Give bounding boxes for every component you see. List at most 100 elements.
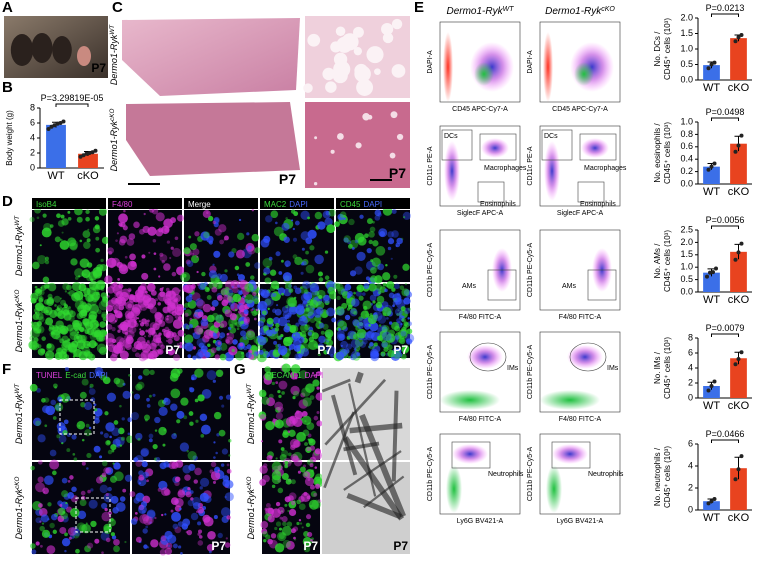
stain-blob [30,321,34,324]
stain-blob [87,228,90,231]
stain-blob [196,325,200,328]
stain-blob [38,316,45,323]
stain-blob [158,275,161,278]
stain-blob [170,388,181,399]
stain-blob [261,440,264,443]
alveolus [356,79,374,96]
stain-blob [307,433,312,438]
stain-blob [281,306,289,313]
stain-blob [67,237,77,247]
stain-blob [276,304,279,307]
stain-blob [352,333,360,340]
stain-blob [399,312,402,316]
stain-blob [189,386,192,390]
stain-blob [396,292,400,296]
stain-blob [275,412,283,420]
data-point [84,151,89,156]
stain-blob [282,539,291,549]
stain-blob [309,245,315,251]
stain-blob [88,271,98,281]
cell-cloud [440,390,500,410]
stain-blob [190,512,199,521]
stain-blob [275,323,280,328]
stain-blob [391,230,399,238]
stain-blob [140,448,149,457]
stain-blob [191,252,195,256]
stain-blob [407,317,410,320]
stain-blob [167,351,171,355]
stain-blob [215,369,224,378]
stain-blob [88,426,92,430]
stain-blob [137,437,141,442]
stain-blob [261,396,270,405]
stain-blob [304,477,315,487]
stain-blob [42,405,50,414]
stain-blob [229,323,234,328]
stain-blob [159,549,167,556]
stain-blob [284,282,292,290]
stain-blob [119,496,126,502]
stain-blob [79,239,83,243]
stain-blob [67,338,71,342]
stain-blob [32,261,40,270]
stain-blob [36,321,42,327]
stain-blob [247,245,252,250]
stain-blob [353,310,358,315]
stain-blob [169,299,179,309]
stain-blob [406,328,413,335]
stain-blob [344,283,352,291]
genotype-label: Dermo1-RykcKO [109,109,120,172]
data-point [706,501,711,506]
stain-blob [67,210,71,214]
stain-blob [141,343,151,353]
stain-blob [308,340,319,351]
data-point [93,148,98,153]
stain-blob [79,258,90,268]
stain-blob [44,424,48,428]
stain-blob [93,445,101,453]
stain-blob [199,413,208,422]
stain-blob [276,531,287,542]
stain-blob [377,263,385,271]
stain-blob [404,322,410,328]
stain-blob [326,307,336,317]
stain-blob [356,352,361,357]
gate [451,441,491,469]
stain-blob [58,435,67,444]
data-point [739,350,744,355]
stain-blob [137,289,141,292]
stain-blob [349,308,358,317]
y-tick-label: 0 [30,162,35,172]
stain-blob [41,529,51,538]
stain-blob [174,526,182,534]
data-point [705,274,709,279]
stain-blob [84,545,92,553]
p-value: P=3.29819E-05 [41,93,104,103]
stain-blob [190,490,194,494]
stain-blob [57,507,66,516]
stain-blob [196,255,199,258]
stain-blob [73,457,78,461]
stain-blob [190,497,194,501]
genotype-base: Dermo1-Ryk [14,301,24,352]
stain-blob [292,396,296,400]
panel-letter: C [112,0,123,16]
significance-bracket [711,117,739,121]
stain-blob [226,515,231,520]
stain-blob [309,395,315,400]
stain-blob [128,233,136,240]
stain-blob [147,334,152,338]
stain-blob [315,392,324,401]
stain-blob [41,398,46,403]
stain-blob [309,484,315,490]
stain-blob [129,491,136,498]
stain-blob [30,328,40,339]
stain-blob [107,299,116,308]
y-tick-label: 2.5 [680,224,693,234]
stain-blob [150,539,159,548]
stain-blob [133,221,140,229]
stain-blob [224,495,227,499]
stain-blob [316,420,323,427]
